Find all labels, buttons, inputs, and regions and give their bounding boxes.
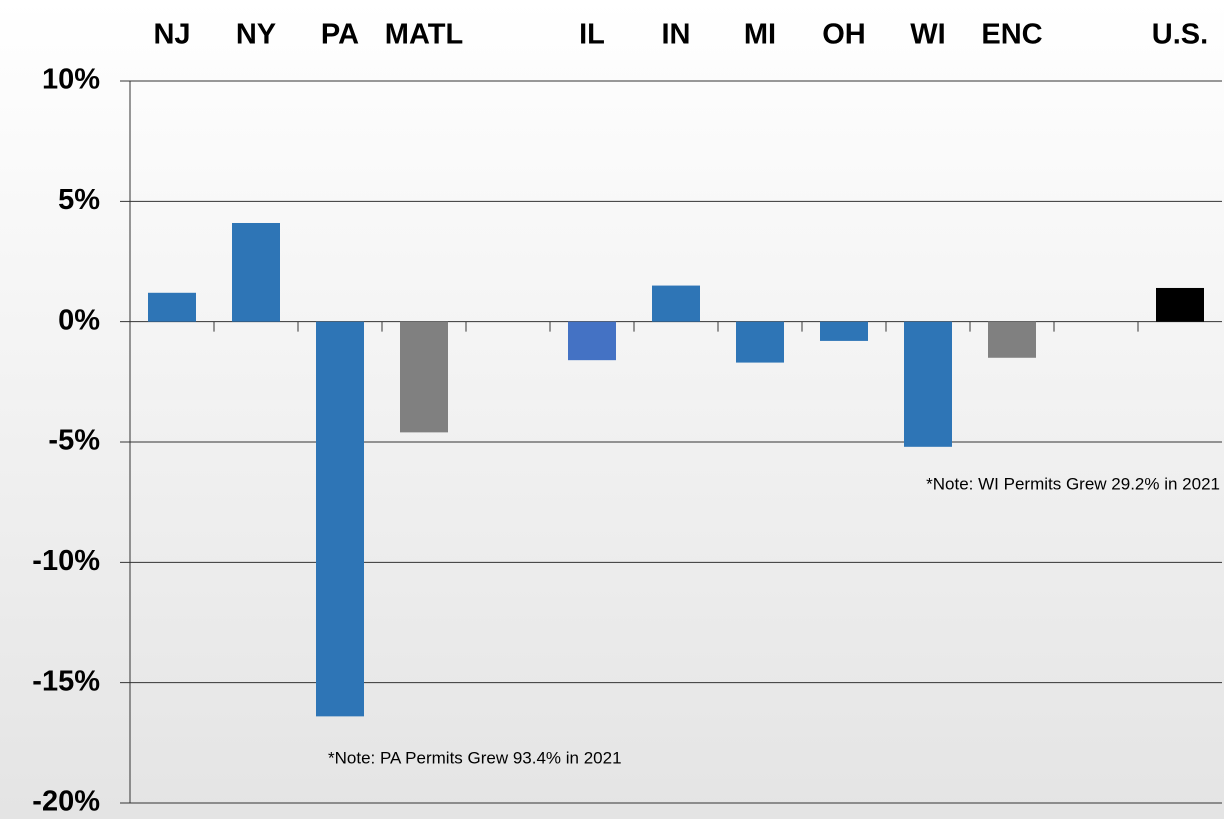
x-tick-label: IL bbox=[579, 19, 605, 51]
annotation: *Note: WI Permits Grew 29.2% in 2021 bbox=[926, 474, 1220, 493]
annotation: *Note: PA Permits Grew 93.4% in 2021 bbox=[328, 748, 622, 767]
x-tick-label: ENC bbox=[981, 19, 1042, 51]
bar bbox=[652, 285, 700, 322]
x-tick-label: WI bbox=[910, 19, 945, 51]
bar bbox=[1156, 287, 1204, 322]
y-tick-label: -10% bbox=[32, 545, 100, 577]
bar bbox=[820, 321, 868, 341]
y-tick-label: 0% bbox=[58, 304, 100, 336]
x-tick-label: OH bbox=[822, 19, 866, 51]
bar bbox=[148, 292, 196, 322]
x-tick-label: NY bbox=[236, 19, 276, 51]
bar bbox=[232, 222, 280, 322]
x-tick-label: IN bbox=[662, 19, 691, 51]
y-tick-label: -5% bbox=[48, 425, 100, 457]
y-tick-label: -15% bbox=[32, 665, 100, 697]
x-tick-label: MATL bbox=[385, 19, 463, 51]
bar bbox=[316, 321, 364, 717]
x-tick-label: MI bbox=[744, 19, 776, 51]
bar bbox=[736, 321, 784, 363]
bar bbox=[904, 321, 952, 447]
x-tick-label: PA bbox=[321, 19, 359, 51]
bar bbox=[568, 321, 616, 361]
y-tick-label: 5% bbox=[58, 184, 100, 216]
bar bbox=[988, 321, 1036, 358]
bar bbox=[400, 321, 448, 433]
x-tick-label: U.S. bbox=[1152, 19, 1208, 51]
y-tick-label: 10% bbox=[42, 64, 100, 96]
y-tick-label: -20% bbox=[32, 786, 100, 818]
x-tick-label: NJ bbox=[153, 19, 190, 51]
